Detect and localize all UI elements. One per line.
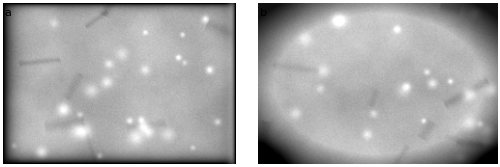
Text: b: b	[260, 8, 267, 18]
Text: a: a	[5, 8, 12, 18]
